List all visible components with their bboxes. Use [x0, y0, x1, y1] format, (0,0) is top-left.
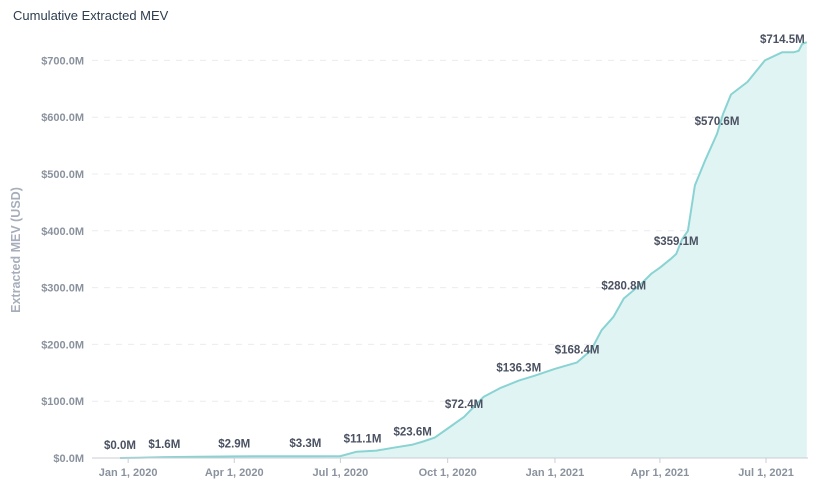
y-tick-label: $200.0M: [41, 339, 84, 351]
y-tick-label: $300.0M: [41, 283, 84, 295]
data-label: $1.6M: [148, 439, 180, 451]
x-tick-label: Apr 1, 2021: [631, 467, 690, 479]
x-tick-label: Jul 1, 2021: [738, 467, 794, 479]
data-label: $23.6M: [394, 427, 432, 439]
x-tick-label: Apr 1, 2020: [205, 467, 264, 479]
x-tick-label: Oct 1, 2020: [419, 467, 477, 479]
chart-title: Cumulative Extracted MEV: [13, 8, 169, 23]
data-label: $72.4M: [445, 399, 483, 411]
mev-area-fill: [120, 42, 807, 458]
data-label: $280.8M: [601, 281, 646, 293]
data-label: $359.1M: [654, 236, 699, 248]
data-label: $168.4M: [555, 344, 600, 356]
y-tick-label: $0.0M: [53, 453, 84, 465]
x-tick-label: Jul 1, 2020: [313, 467, 369, 479]
x-tick-label: Jan 1, 2021: [526, 467, 585, 479]
data-label-layer: $0.0M $1.6M $2.9M $3.3M $11.1M $23.6M $72.4M $1…: [104, 34, 805, 452]
y-tick-label: $100.0M: [41, 396, 84, 408]
mev-series-line: [119, 41, 808, 459]
axis-layer: $0.0M $100.0M $200.0M $300.0M $400.0M $500.0M…: [41, 55, 808, 479]
data-label: $570.6M: [695, 116, 740, 128]
y-tick-label: $700.0M: [41, 55, 84, 67]
y-tick-label: $600.0M: [41, 112, 84, 124]
data-label: $11.1M: [344, 434, 382, 446]
data-label: $2.9M: [218, 438, 250, 450]
data-label: $0.0M: [104, 440, 136, 452]
data-label: $3.3M: [289, 438, 321, 450]
area-layer: [119, 41, 808, 459]
x-tick-label: Jan 1, 2020: [99, 467, 158, 479]
y-tick-label: $400.0M: [41, 226, 84, 238]
data-label: $136.3M: [496, 363, 541, 375]
y-axis-title: Extracted MEV (USD): [9, 187, 23, 313]
data-label: $714.5M: [760, 34, 805, 46]
y-tick-label: $500.0M: [41, 169, 84, 181]
